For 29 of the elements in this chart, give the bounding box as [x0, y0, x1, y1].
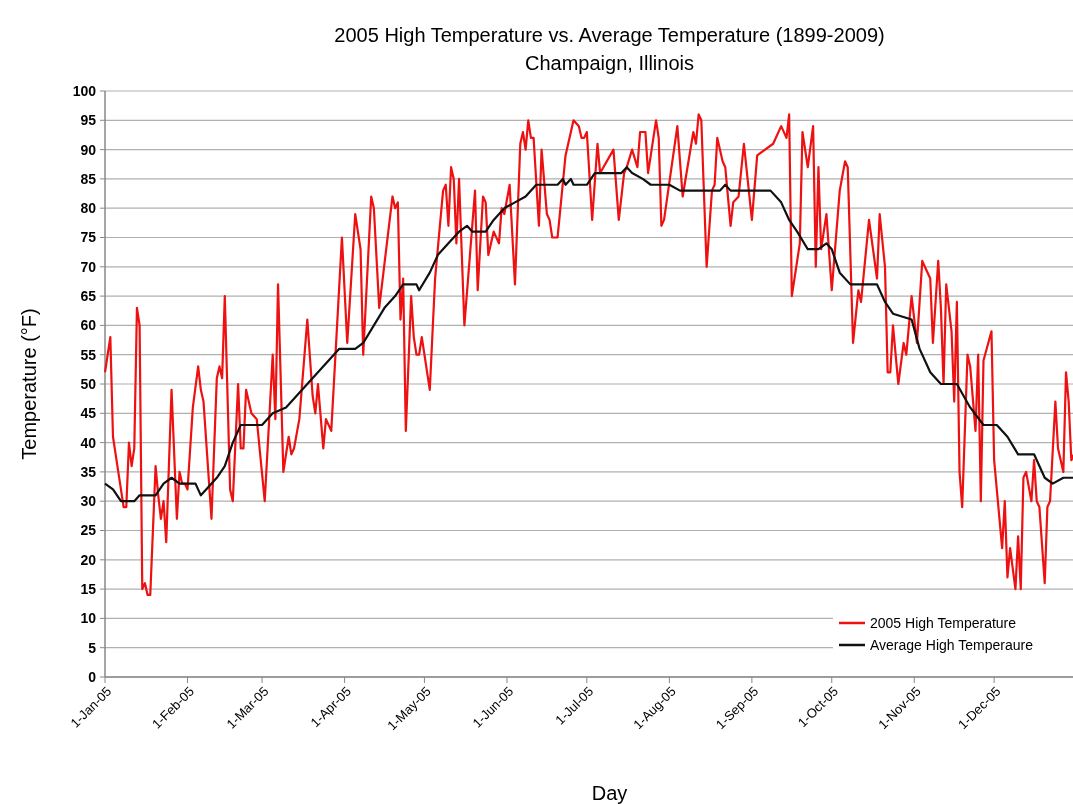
y-tick-label: 95	[80, 112, 97, 129]
legend-label: Average High Temperaure	[870, 636, 1034, 653]
y-tick-label: 55	[80, 346, 97, 363]
chart-subtitle: Champaign, Illinois	[525, 52, 694, 74]
y-tick-label: 20	[80, 551, 97, 568]
y-tick-label: 10	[80, 610, 97, 627]
y-tick-label: 90	[80, 141, 97, 158]
y-tick-label: 80	[80, 200, 97, 217]
y-tick-label: 30	[80, 493, 97, 510]
line-series	[103, 113, 1073, 597]
y-axis-title: Temperature (°F)	[18, 308, 40, 460]
y-tick-label: 0	[88, 668, 97, 685]
y-tick-label: 25	[80, 522, 97, 539]
y-tick-label: 85	[80, 170, 97, 187]
line-series	[103, 166, 1073, 503]
y-tick-label: 15	[80, 581, 97, 597]
y-tick-label: 35	[80, 463, 97, 480]
legend-label: 2005 High Temperature	[870, 614, 1017, 631]
y-tick-label: 5	[88, 639, 97, 656]
y-tick-label: 100	[72, 82, 97, 99]
y-tick-label: 70	[80, 258, 97, 275]
y-tick-label: 50	[80, 375, 97, 392]
y-tick-label: 40	[80, 434, 97, 451]
x-axis-title: Day	[591, 782, 628, 804]
y-tick-label: 75	[80, 229, 97, 246]
y-tick-label: 60	[80, 317, 97, 334]
chart-title: 2005 High Temperature vs. Average Temperature (1899-2009)	[334, 24, 885, 46]
y-tick-label: 45	[80, 405, 97, 422]
y-tick-label: 65	[80, 288, 97, 304]
